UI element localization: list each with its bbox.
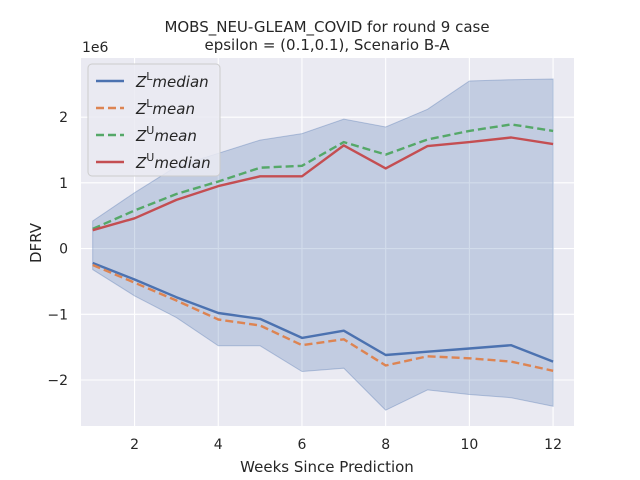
x-tick-label: 6 — [298, 437, 307, 453]
legend-entry-label: ZUmean — [135, 124, 197, 145]
x-tick-label: 10 — [460, 437, 478, 453]
x-tick-label: 4 — [214, 437, 223, 453]
legend-entry-label: ZLmean — [135, 97, 195, 118]
series-line-0 — [92, 261, 554, 363]
legend-entry-label: ZLmedian — [135, 70, 209, 91]
legend: ZLmedian ZLmean ZUmean ZUmedian — [87, 63, 221, 177]
series-line-1 — [92, 263, 554, 372]
y-tick-label: 1 — [59, 176, 68, 192]
y-tick-label: −2 — [47, 373, 68, 389]
y-tick-label: 2 — [59, 110, 68, 126]
y-offset-label: 1e6 — [82, 40, 109, 56]
x-tick-label: 8 — [381, 437, 390, 453]
chart-title-line2: epsilon = (0.1,0.1), Scenario B-A — [204, 36, 450, 54]
chart-title-line1: MOBS_NEU-GLEAM_COVID for round 9 case — [164, 18, 489, 37]
y-tick-label: −1 — [47, 307, 68, 323]
x-tick-label: 12 — [544, 437, 562, 453]
legend-box — [87, 63, 221, 177]
x-tick-label: 2 — [130, 437, 139, 453]
legend-entry-label: ZUmedian — [135, 151, 211, 172]
y-axis-label: DFRV — [27, 222, 45, 263]
series-line-2 — [92, 123, 554, 230]
y-tick-label: 0 — [59, 242, 68, 258]
series-line-3 — [92, 136, 554, 232]
x-axis-label: Weeks Since Prediction — [240, 458, 414, 476]
